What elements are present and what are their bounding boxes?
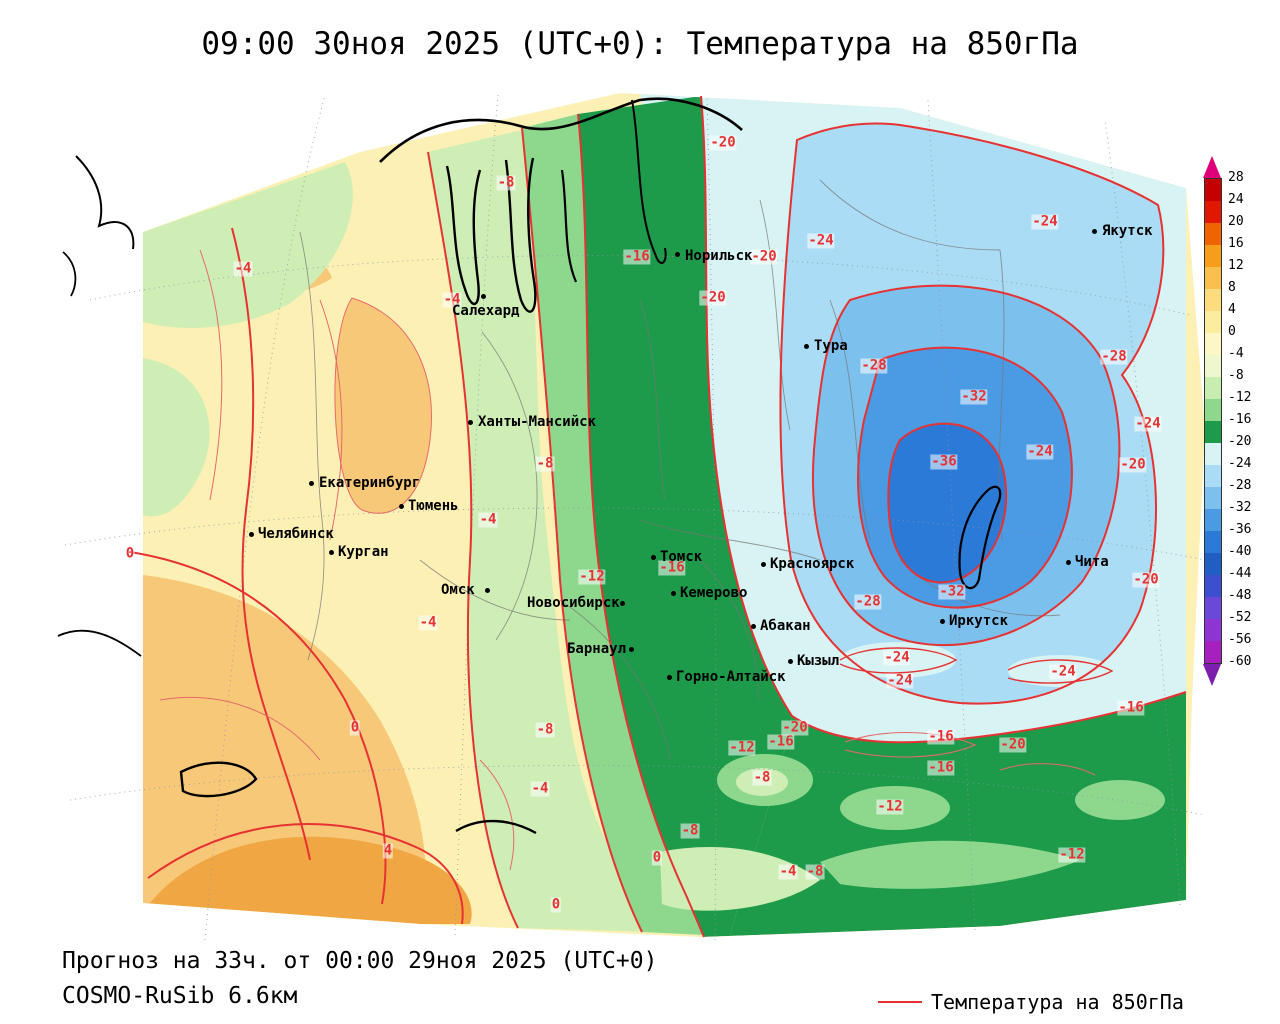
- colorbar-segment: [1205, 311, 1221, 333]
- colorbar-segment: [1205, 487, 1221, 509]
- colorbar-label: -52: [1228, 610, 1252, 625]
- colorbar-label: 0: [1228, 324, 1236, 339]
- colorbar-label: 28: [1228, 170, 1244, 185]
- gulf-of-ob: [445, 165, 482, 306]
- legend-line-sample: [878, 1001, 922, 1003]
- colorbar-label: -12: [1228, 390, 1252, 405]
- colorbar-label: 4: [1228, 302, 1236, 317]
- colorbar-label: -24: [1228, 456, 1252, 471]
- colorbar-label: -48: [1228, 588, 1252, 603]
- map-legend: Температура на 850гПа: [878, 990, 1184, 1014]
- colorbar-segment: [1205, 465, 1221, 487]
- colorbar-segment: [1205, 333, 1221, 355]
- colorbar: 28 24 20 16 12 8 4 0 -4 -8 -12 -16 -20 -24 -28 -32 -36 -4…: [1203, 156, 1276, 688]
- lake-baikal: [958, 485, 1002, 590]
- colorbar-segment: [1205, 531, 1221, 553]
- colorbar-segment: [1205, 553, 1221, 575]
- colorbar-segment: [1205, 289, 1221, 311]
- colorbar-label: -36: [1228, 522, 1252, 537]
- colorbar-label: -40: [1228, 544, 1252, 559]
- colorbar-arrow-up-icon: [1203, 156, 1221, 178]
- colorbar-segment: [1205, 179, 1221, 201]
- forecast-caption: Прогноз на 33ч. от 00:00 29ноя 2025 (UTC…: [62, 948, 658, 974]
- colorbar-label: 20: [1228, 214, 1244, 229]
- colorbar-segment: [1205, 641, 1221, 663]
- colorbar-label: -8: [1228, 368, 1244, 383]
- colorbar-segment: [1205, 201, 1221, 223]
- model-caption: COSMO-RuSib 6.6км: [62, 983, 298, 1009]
- minor-contours: [159, 249, 1096, 871]
- colorbar-label: 12: [1228, 258, 1244, 273]
- colorbar-segment: [1205, 267, 1221, 289]
- colorbar-segment: [1205, 575, 1221, 597]
- coastlines: [57, 97, 1002, 835]
- colorbar-label: -60: [1228, 654, 1252, 669]
- colorbar-segment: [1205, 399, 1221, 421]
- colorbar-segment: [1205, 421, 1221, 443]
- colorbar-label: -56: [1228, 632, 1252, 647]
- colorbar-label: -32: [1228, 500, 1252, 515]
- colorbar-label: -44: [1228, 566, 1252, 581]
- colorbar-label: -16: [1228, 412, 1252, 427]
- colorbar-segment: [1205, 443, 1221, 465]
- colorbar-segment: [1205, 355, 1221, 377]
- colorbar-segment: [1205, 223, 1221, 245]
- colorbar-label: -4: [1228, 346, 1244, 361]
- colorbar-label: 8: [1228, 280, 1236, 295]
- admin-borders: [299, 179, 1061, 761]
- colorbar-segment: [1205, 509, 1221, 531]
- colorbar-label: 16: [1228, 236, 1244, 251]
- colorbar-segment: [1205, 597, 1221, 619]
- colorbar-label: -20: [1228, 434, 1252, 449]
- colorbar-segment: [1205, 619, 1221, 641]
- colorbar-arrow-down-icon: [1203, 664, 1221, 686]
- colorbar-segment: [1205, 377, 1221, 399]
- page-title: 09:00 30ноя 2025 (UTC+0): Температура на…: [201, 26, 1079, 62]
- colorbar-segment: [1205, 245, 1221, 267]
- colorbar-segments: [1204, 178, 1222, 664]
- colorbar-label: -28: [1228, 478, 1252, 493]
- legend-label: Температура на 850гПа: [931, 990, 1184, 1014]
- colorbar-label: 24: [1228, 192, 1244, 207]
- temperature-field: [143, 93, 1205, 937]
